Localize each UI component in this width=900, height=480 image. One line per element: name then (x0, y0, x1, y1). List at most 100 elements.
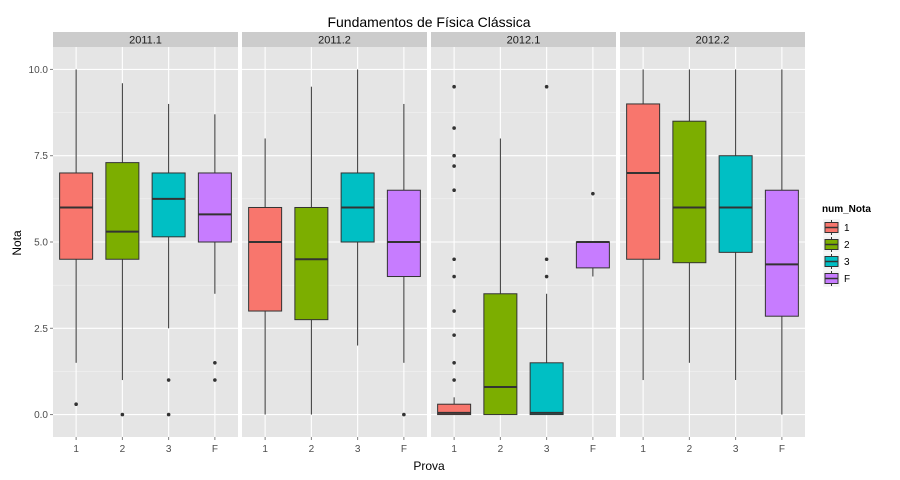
x-tick-label: F (212, 444, 218, 455)
box-body (575, 241, 610, 269)
facet-strip (53, 32, 238, 47)
box-2011.2-2 (294, 86, 329, 415)
x-tick-label: F (590, 444, 596, 455)
x-tick-label: F (401, 444, 407, 455)
box-body (483, 293, 518, 416)
facet-strip (431, 32, 616, 47)
outlier-point (452, 378, 456, 382)
box-2011.2-1 (248, 138, 283, 415)
y-tick-label: 5.0 (34, 238, 48, 249)
outlier-point (213, 378, 217, 382)
x-tick-label: 1 (640, 444, 646, 455)
facet-panel-2011.2: 2011.2 1 2 3 F (242, 32, 427, 455)
x-tick-label: 1 (73, 444, 79, 455)
x-tick-label: 2 (687, 444, 693, 455)
legend-label: 3 (844, 257, 850, 268)
outlier-point (544, 274, 549, 279)
y-tick-label: 0.0 (34, 410, 48, 421)
box-body (437, 403, 472, 416)
x-tick-label: 3 (544, 444, 550, 455)
facet-panel-2012.2: 2012.2 1 2 3 F (620, 32, 805, 455)
box-2012.2-F (764, 69, 799, 415)
legend-entry-F: F (822, 269, 850, 288)
outlier-point (544, 84, 549, 89)
outlier-point (452, 333, 456, 337)
box-body (294, 206, 329, 321)
facet-panel-2012.1: 2012.1 1 2 3 F (431, 32, 616, 455)
box-2011.2-3 (340, 69, 375, 346)
box-2011.1-1 (59, 69, 94, 407)
x-tick-label: 2 (498, 444, 504, 455)
outlier-point (452, 153, 456, 158)
facet-strip (242, 32, 427, 47)
legend-entry-1: 1 (822, 218, 850, 237)
outlier-point (166, 378, 171, 382)
box-2012.2-2 (672, 69, 707, 363)
x-tick-label: 2 (120, 444, 126, 455)
box-body (151, 172, 186, 238)
outlier-point (120, 412, 125, 417)
box-2011.1-3 (151, 103, 186, 417)
box-body (718, 155, 753, 253)
legend-entry-3: 3 (822, 252, 850, 271)
facet-strip-label: 2012.2 (696, 35, 730, 47)
box-2011.1-F (197, 114, 232, 382)
y-tick-label: 10.0 (29, 65, 49, 76)
legend-entry-2: 2 (822, 235, 850, 254)
outlier-point (74, 402, 78, 407)
facet-panels: 2011.1 1 2 3 F 2011.2 1 2 3 F 2012.1 1 2 3 F 2012.2 1 2 3 F (53, 32, 805, 455)
x-tick-label: 1 (262, 444, 268, 455)
x-tick-label: 1 (451, 444, 457, 455)
legend-label: F (844, 274, 850, 285)
box-2012.2-3 (718, 69, 753, 381)
facet-strip (620, 32, 805, 47)
box-body (105, 162, 140, 260)
box-body (529, 362, 564, 416)
x-tick-label: 3 (733, 444, 739, 455)
y-tick-label: 2.5 (34, 324, 48, 335)
box-body (59, 172, 94, 260)
x-tick-label: 2 (309, 444, 315, 455)
box-body (626, 103, 661, 260)
outlier-point (452, 274, 456, 279)
box-2012.1-2 (483, 138, 518, 416)
y-axis: 0.0 2.5 5.0 7.5 10.0 (29, 65, 53, 421)
legend-label: 2 (844, 240, 850, 251)
outlier-point (452, 188, 456, 193)
outlier-point (452, 257, 456, 262)
facet-panel-2011.1: 2011.1 1 2 3 F (53, 32, 238, 455)
box-2012.2-1 (626, 69, 661, 381)
legend: num_Nota 1 2 3 F (822, 204, 871, 288)
x-tick-label: 3 (166, 444, 172, 455)
chart-title: Fundamentos de Física Clássica (327, 14, 530, 30)
box-2011.1-2 (105, 83, 140, 417)
box-2012.1-1 (437, 84, 472, 416)
box-body (672, 120, 707, 264)
legend-title: num_Nota (822, 204, 871, 215)
outlier-point (452, 309, 456, 313)
legend-label: 1 (844, 223, 850, 234)
box-2011.2-F (386, 103, 421, 417)
facet-strip-label: 2011.1 (129, 35, 162, 47)
outlier-point (452, 84, 456, 89)
outlier-point (591, 191, 595, 196)
box-body (197, 172, 232, 243)
outlier-point (402, 412, 406, 417)
facet-strip-label: 2011.2 (318, 35, 351, 47)
box-2012.1-F (575, 191, 610, 277)
outlier-point (544, 257, 549, 262)
outlier-point (452, 126, 456, 130)
x-tick-label: 3 (355, 444, 361, 455)
outlier-point (166, 412, 171, 417)
y-axis-title: Nota (10, 230, 24, 256)
x-axis-title: Prova (413, 459, 445, 473)
box-body (764, 189, 799, 317)
outlier-point (452, 164, 456, 168)
y-tick-label: 7.5 (34, 151, 48, 162)
box-body (386, 189, 421, 278)
box-2012.1-3 (529, 84, 564, 416)
outlier-point (452, 360, 456, 365)
outlier-point (213, 360, 217, 365)
x-tick-label: F (779, 444, 785, 455)
